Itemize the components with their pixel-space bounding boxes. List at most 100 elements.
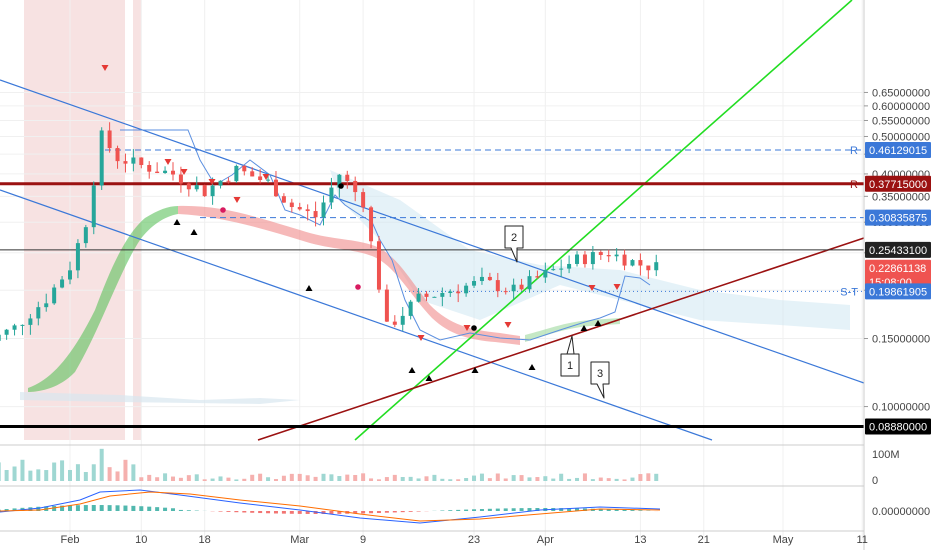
candle-body bbox=[322, 202, 326, 217]
candle-body bbox=[393, 322, 397, 325]
candle-body bbox=[226, 181, 230, 182]
candle-body bbox=[488, 277, 492, 280]
volume-bar bbox=[314, 477, 318, 481]
macd-bar bbox=[226, 511, 230, 512]
x-tick-label: 11 bbox=[857, 534, 868, 546]
macd-bar bbox=[369, 511, 373, 513]
volume-bar bbox=[147, 475, 151, 481]
volume-bar bbox=[306, 475, 310, 481]
y-tick-label: 0.15000000 bbox=[872, 334, 930, 346]
volume-bar bbox=[472, 476, 476, 481]
volume-bar bbox=[575, 478, 579, 481]
macd-bar bbox=[520, 508, 524, 511]
macd-bar bbox=[488, 509, 492, 511]
candle-body bbox=[385, 290, 389, 322]
candle-body bbox=[5, 330, 9, 335]
candle-body bbox=[472, 281, 476, 286]
candle-body bbox=[298, 207, 302, 209]
candle-body bbox=[187, 183, 191, 189]
candle-body bbox=[345, 175, 349, 181]
candle-body bbox=[290, 203, 294, 207]
volume-bar bbox=[448, 479, 452, 481]
volume-bar bbox=[385, 477, 389, 481]
candle-body bbox=[108, 130, 112, 148]
macd-bar bbox=[298, 511, 302, 514]
candle-body bbox=[630, 260, 634, 265]
candle-body bbox=[599, 252, 603, 255]
macd-bar bbox=[512, 508, 516, 511]
volume-bar bbox=[496, 473, 500, 481]
candle-body bbox=[258, 176, 262, 180]
volume-bar bbox=[623, 479, 627, 481]
candle-body bbox=[155, 172, 159, 173]
macd-bar bbox=[84, 505, 88, 511]
macd-bar bbox=[464, 510, 468, 511]
macd-bar bbox=[361, 511, 365, 513]
macd-bar bbox=[155, 507, 159, 511]
price-tag: 0.30835875 bbox=[865, 210, 931, 226]
candle-body bbox=[195, 185, 199, 189]
volume-bar bbox=[559, 474, 563, 481]
candle-body bbox=[575, 255, 579, 264]
volume-bar bbox=[36, 469, 40, 481]
macd-bar bbox=[274, 511, 278, 513]
volume-bar bbox=[393, 475, 397, 481]
candle-body bbox=[163, 171, 167, 173]
candle-body bbox=[44, 303, 48, 307]
candle-body bbox=[314, 211, 318, 217]
price-tag-label: 0.46129015 bbox=[869, 145, 927, 157]
candle-body bbox=[76, 243, 80, 270]
candle-body bbox=[559, 269, 563, 270]
volume-bar bbox=[163, 473, 167, 481]
macd-bar bbox=[282, 511, 286, 514]
volume-bar bbox=[512, 475, 516, 481]
volume-bar bbox=[464, 478, 468, 481]
volume-bar bbox=[195, 474, 199, 481]
candle-body bbox=[282, 196, 286, 202]
volume-bar bbox=[298, 474, 302, 481]
candle-body bbox=[543, 270, 547, 278]
macd-bar bbox=[504, 508, 508, 511]
volume-bar bbox=[131, 464, 135, 481]
macd-bar bbox=[171, 508, 175, 511]
candle-body bbox=[219, 181, 223, 186]
candle-body bbox=[28, 318, 32, 324]
volume-bar bbox=[440, 479, 444, 481]
volume-bar bbox=[108, 467, 112, 481]
dot-marker bbox=[338, 183, 344, 189]
volume-bar bbox=[0, 462, 1, 481]
candle-body bbox=[250, 171, 254, 176]
callout-3-label: 3 bbox=[597, 368, 603, 380]
volume-bar bbox=[409, 477, 413, 481]
volume-bar bbox=[583, 473, 587, 481]
volume-bar bbox=[543, 476, 547, 481]
macd-bar bbox=[417, 511, 421, 512]
callout-1-label: 1 bbox=[567, 360, 573, 372]
price-tag-label: 0.37715000 bbox=[869, 179, 927, 191]
dot-marker bbox=[355, 284, 361, 290]
candle-body bbox=[353, 181, 357, 192]
candle-body bbox=[20, 325, 24, 326]
macd-bar bbox=[163, 508, 167, 511]
candle-body bbox=[123, 161, 127, 164]
volume-bar bbox=[28, 471, 32, 481]
macd-bar bbox=[638, 510, 642, 511]
callout-2-label: 2 bbox=[511, 232, 517, 244]
volume-bar bbox=[187, 475, 191, 481]
macd-bar bbox=[116, 505, 120, 511]
candle-body bbox=[0, 335, 1, 341]
candle-body bbox=[425, 294, 429, 297]
volume-bar bbox=[155, 477, 159, 481]
macd-bar bbox=[401, 511, 405, 512]
volume-bar bbox=[520, 475, 524, 481]
volume-bar bbox=[322, 474, 326, 481]
candle-body bbox=[361, 192, 365, 207]
candle-body bbox=[52, 288, 56, 304]
volume-bar bbox=[345, 475, 349, 481]
price-tag-label: 0.25433100 bbox=[869, 245, 927, 257]
price-tag: 0.22861138 bbox=[865, 260, 931, 276]
candle-body bbox=[116, 148, 120, 161]
volume-bar bbox=[527, 477, 531, 481]
volume-bar bbox=[337, 476, 341, 481]
candle-body bbox=[615, 255, 619, 257]
